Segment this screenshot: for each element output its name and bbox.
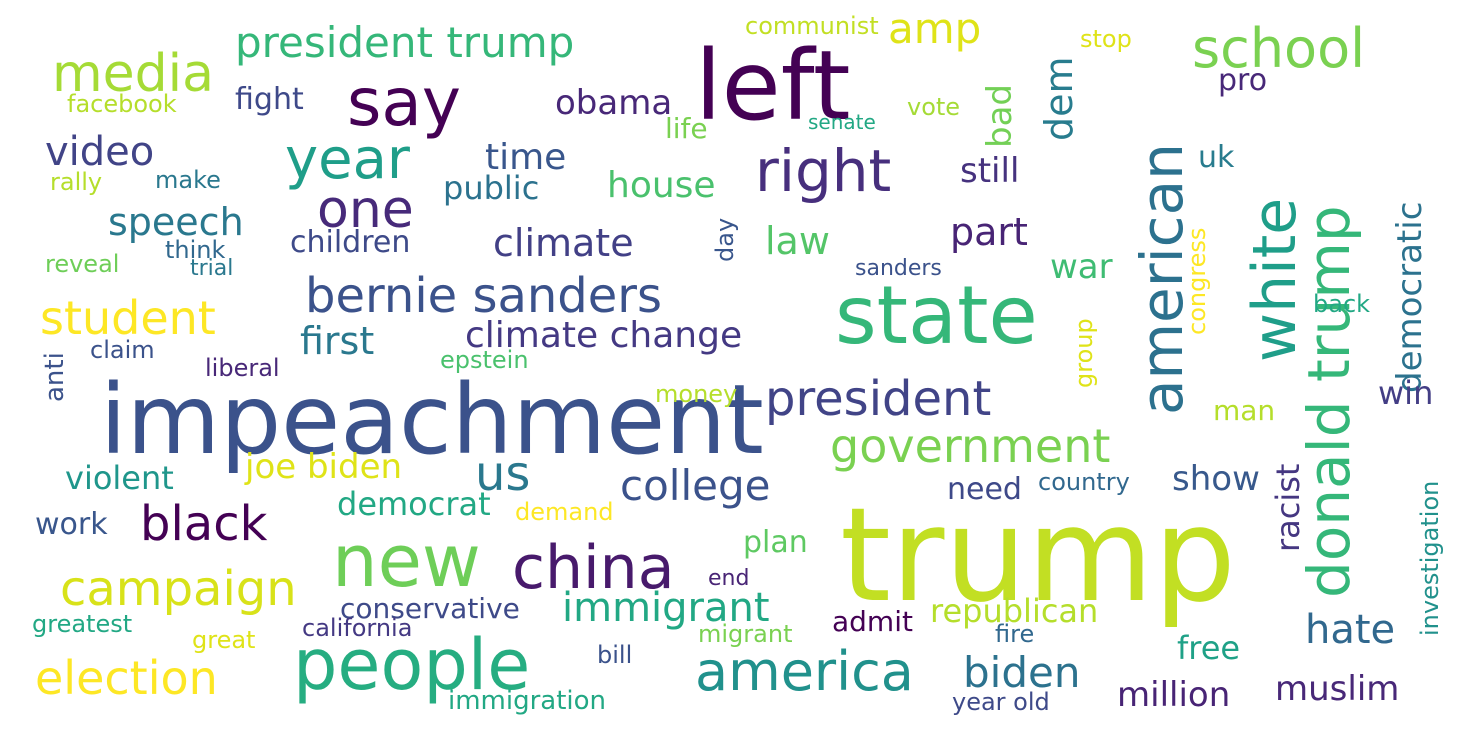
word-democratic: democratic xyxy=(1390,201,1430,393)
word-year-old: year old xyxy=(952,688,1050,716)
word-free: free xyxy=(1177,629,1241,667)
word-war: war xyxy=(1050,247,1113,287)
word-amp: amp xyxy=(888,4,982,53)
word-biden: biden xyxy=(963,648,1081,697)
word-rally: rally xyxy=(50,168,103,196)
word-speech: speech xyxy=(108,200,244,244)
word-year: year xyxy=(285,127,410,192)
word-make: make xyxy=(155,166,221,194)
word-bernie-sanders: bernie sanders xyxy=(305,268,663,324)
word-immigrant: immigrant xyxy=(562,585,770,631)
word-one: one xyxy=(317,180,414,240)
word-california: california xyxy=(302,614,413,642)
word-facebook: facebook xyxy=(67,90,177,118)
word-day: day xyxy=(711,217,739,262)
word-anti: anti xyxy=(40,352,70,402)
word-college: college xyxy=(620,461,771,510)
word-vote: vote xyxy=(907,93,961,121)
word-investigation: investigation xyxy=(1416,480,1444,636)
word-house: house xyxy=(607,165,716,206)
word-state: state xyxy=(835,269,1038,362)
word-climate-change: climate change xyxy=(465,315,743,356)
word-back: back xyxy=(1313,290,1371,318)
word-donald-trump: donald trump xyxy=(1295,205,1363,598)
word-say: say xyxy=(347,64,461,141)
word-win: win xyxy=(1378,374,1434,412)
word-bill: bill xyxy=(597,641,633,669)
word-show: show xyxy=(1172,459,1260,499)
word-violent: violent xyxy=(65,459,174,497)
word-group: group xyxy=(1070,318,1098,388)
word-first: first xyxy=(300,319,375,363)
word-left: left xyxy=(695,30,851,142)
word-liberal: liberal xyxy=(205,354,280,382)
word-video: video xyxy=(45,129,155,175)
word-money: money xyxy=(655,380,738,408)
word-country: country xyxy=(1038,468,1130,496)
word-government: government xyxy=(830,419,1111,473)
word-democrat: democrat xyxy=(337,485,491,523)
word-claim: claim xyxy=(90,336,155,364)
word-climate: climate xyxy=(493,221,634,265)
word-racist: racist xyxy=(1269,463,1307,552)
word-media: media xyxy=(52,44,214,104)
word-public: public xyxy=(443,169,540,207)
word-part: part xyxy=(950,210,1028,254)
word-right: right xyxy=(755,137,892,205)
word-china: china xyxy=(512,533,675,603)
word-trump: trump xyxy=(840,479,1236,631)
word-epstein: epstein xyxy=(440,346,529,374)
word-man: man xyxy=(1213,394,1276,427)
word-greatest: greatest xyxy=(32,610,133,638)
word-reveal: reveal xyxy=(45,250,120,278)
word-fire: fire xyxy=(995,620,1035,648)
word-trial: trial xyxy=(190,256,234,281)
word-conservative: conservative xyxy=(340,592,520,625)
word-great: great xyxy=(192,626,256,654)
word-work: work xyxy=(35,507,108,542)
word-bad: bad xyxy=(980,84,1020,148)
word-republican: republican xyxy=(930,592,1099,630)
word-plan: plan xyxy=(743,525,808,560)
word-us: us xyxy=(475,446,531,502)
word-migrant: migrant xyxy=(698,620,793,648)
word-law: law xyxy=(765,219,830,263)
word-children: children xyxy=(290,225,411,260)
word-admit: admit xyxy=(832,605,913,638)
word-life: life xyxy=(665,112,708,145)
word-student: student xyxy=(40,291,216,345)
word-communist: communist xyxy=(745,12,879,40)
word-time: time xyxy=(485,137,567,178)
word-school: school xyxy=(1192,17,1366,80)
word-think: think xyxy=(165,236,226,264)
word-stop: stop xyxy=(1080,25,1132,53)
word-still: still xyxy=(960,151,1020,191)
word-million: million xyxy=(1117,675,1231,715)
word-muslim: muslim xyxy=(1275,669,1400,709)
word-end: end xyxy=(708,566,750,591)
word-joe-biden: joe biden xyxy=(245,447,403,487)
word-sanders: sanders xyxy=(855,256,942,281)
word-dem: dem xyxy=(1037,56,1081,141)
word-need: need xyxy=(947,472,1022,507)
word-congress: congress xyxy=(1183,227,1211,335)
word-impeachment: impeachment xyxy=(100,364,764,476)
word-fight: fight xyxy=(235,82,304,117)
word-demand: demand xyxy=(515,498,614,526)
word-uk: uk xyxy=(1198,140,1235,175)
word-hate: hate xyxy=(1305,607,1396,653)
word-election: election xyxy=(35,651,218,705)
word-immigration: immigration xyxy=(448,686,607,716)
word-president-trump: president trump xyxy=(235,18,575,67)
word-america: america xyxy=(695,640,914,703)
word-campaign: campaign xyxy=(60,561,297,617)
word-senate: senate xyxy=(808,110,876,134)
word-pro: pro xyxy=(1218,63,1268,98)
word-new: new xyxy=(332,519,481,603)
word-president: president xyxy=(765,371,992,427)
word-black: black xyxy=(140,496,268,552)
word-obama: obama xyxy=(555,83,673,123)
word-people: people xyxy=(293,624,531,706)
